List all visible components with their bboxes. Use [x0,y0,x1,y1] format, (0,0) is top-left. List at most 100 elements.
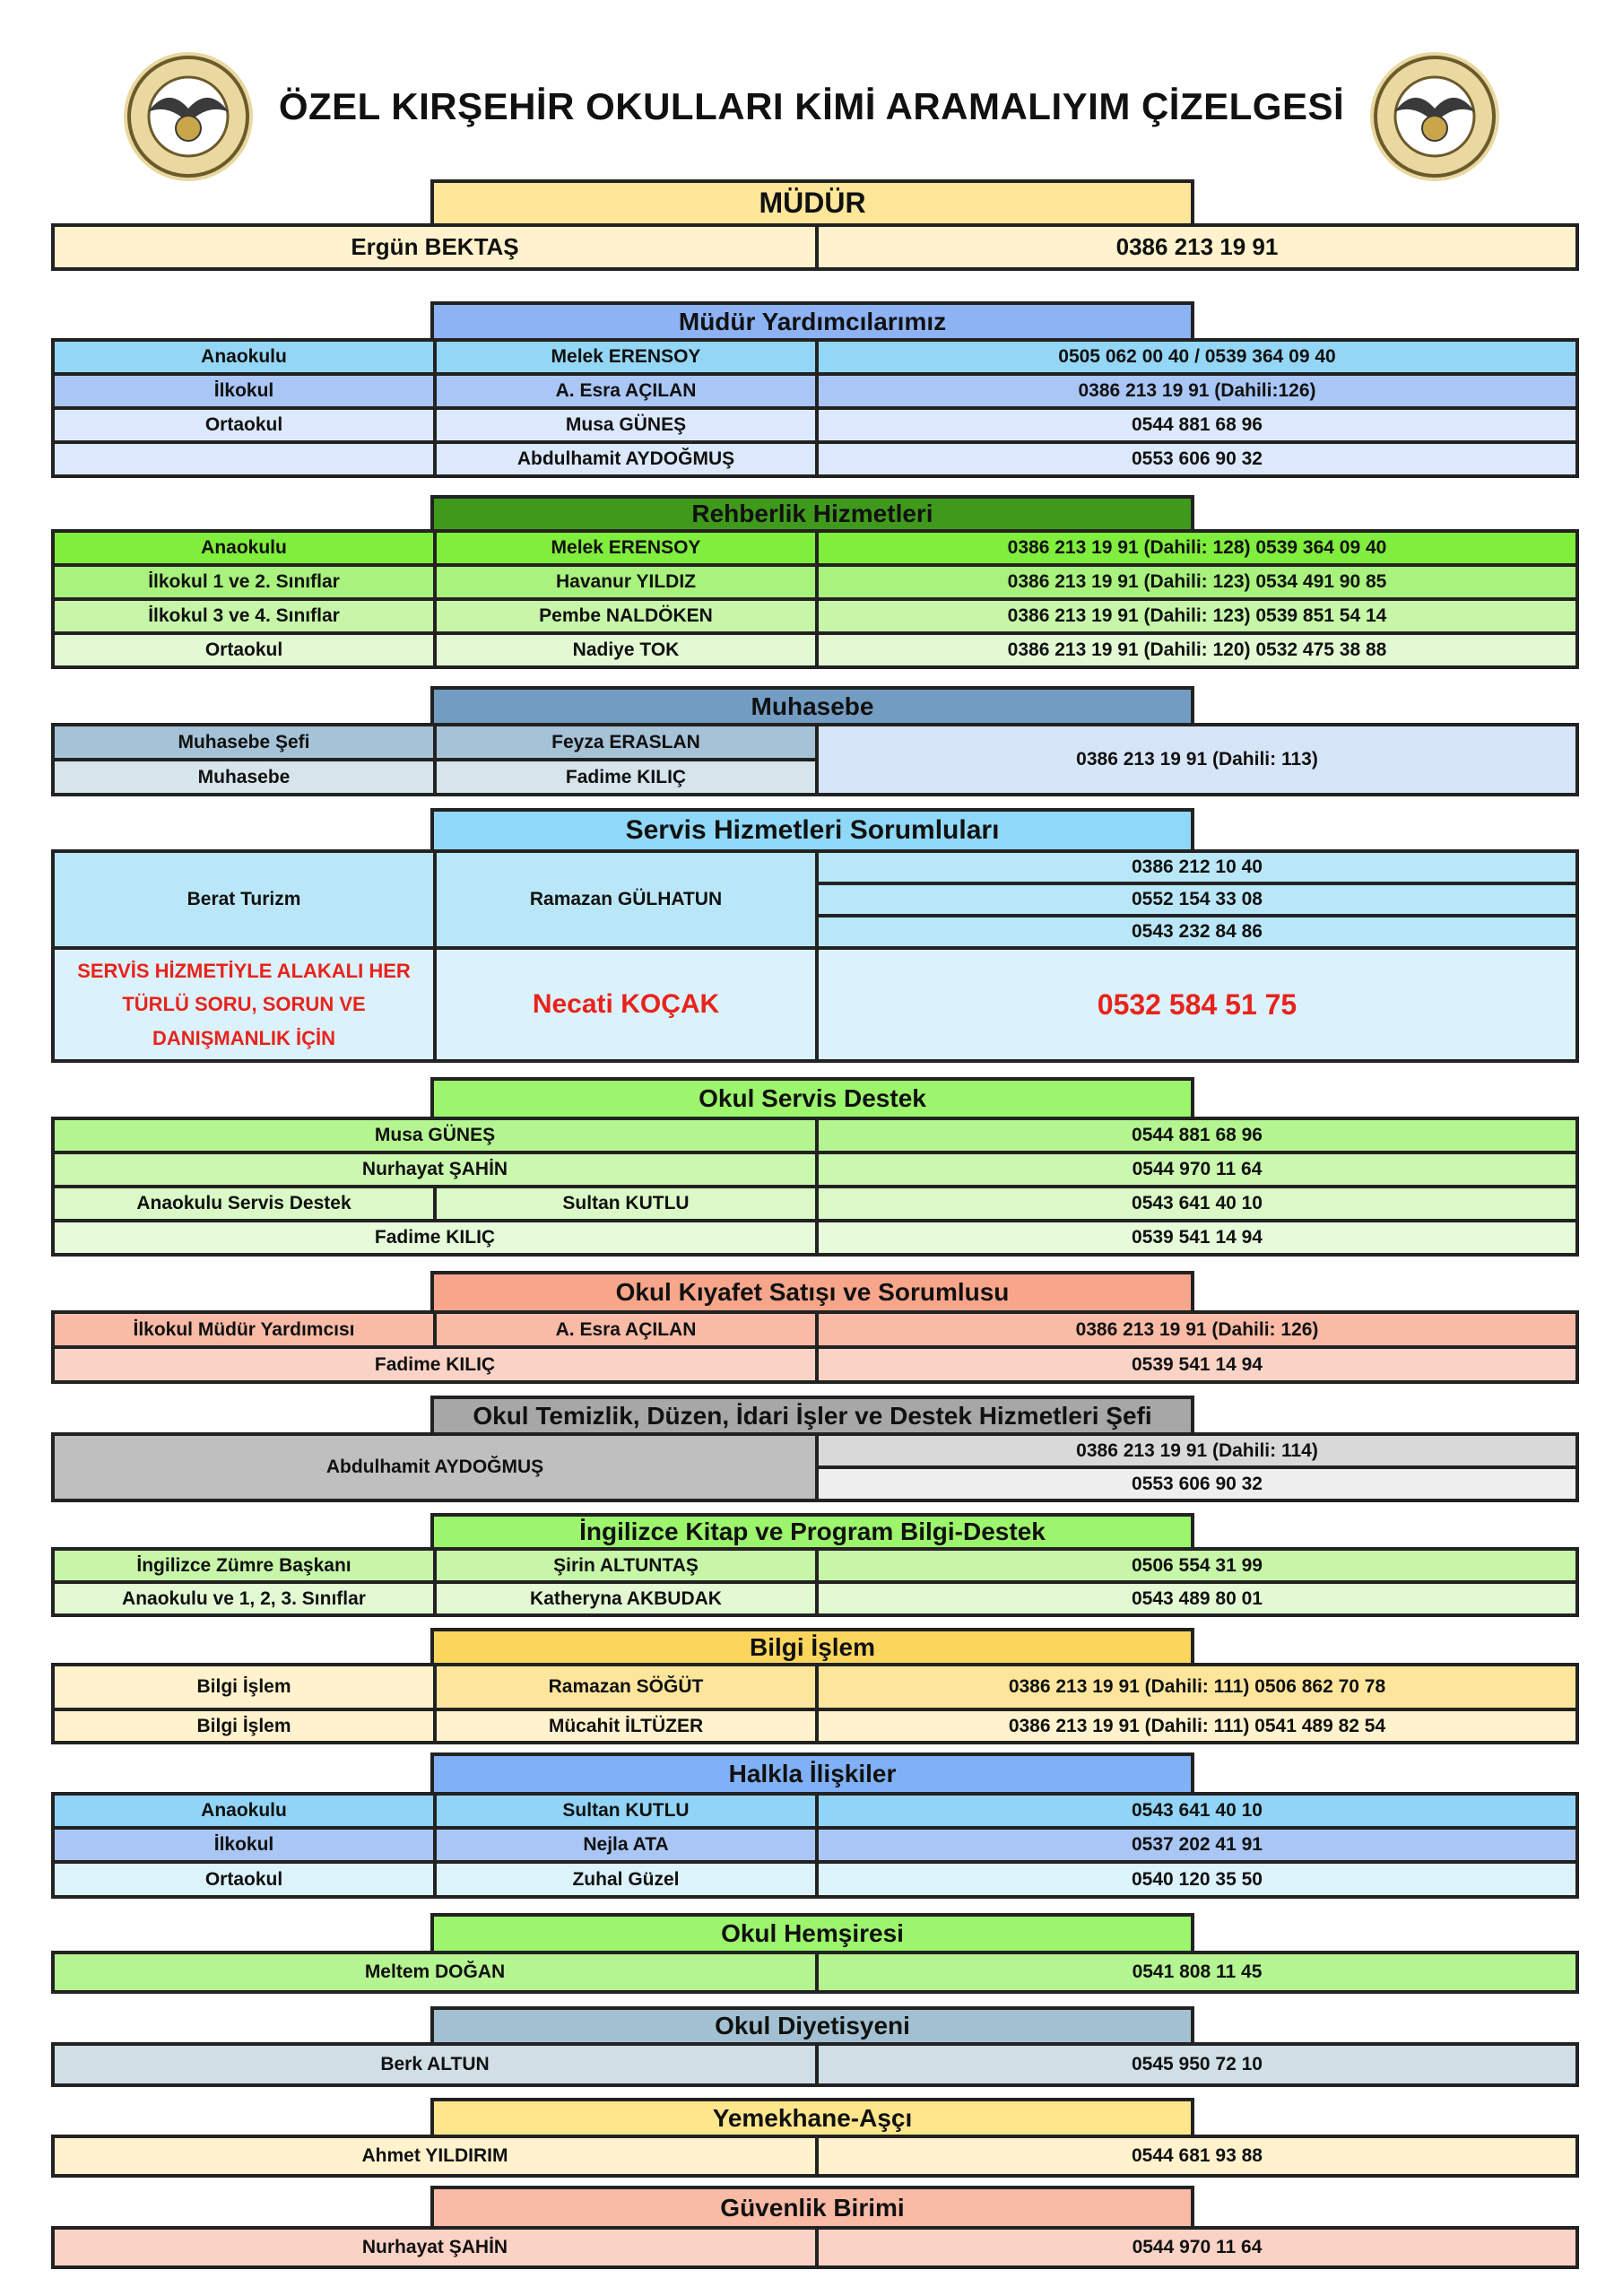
table-cell: 0544 881 68 96 [815,1117,1579,1154]
contact-table: Berat Turizm Ramazan GÜLHATUN 0386 212 10 … [51,849,1579,1063]
table-cell: Abdulhamit AYDOĞMUŞ [50,1432,820,1502]
table-row: İlkokul Müdür Yardımcısı A. Esra AÇILAN 03… [51,1310,1579,1349]
contact-table: Abdulhamit AYDOĞMUŞ 0386 213 19 91 (Dahil… [50,1432,1579,1502]
table-row: Anaokulu Melek ERENSOY 0505 062 00 40 / 05… [51,338,1579,376]
table-cell: 0506 554 31 99 [815,1547,1579,1584]
table-row: Musa GÜNEŞ 0544 881 68 96 [50,1117,1579,1154]
section-header: Güvenlik Birimi [430,2186,1194,2226]
logo-shape: Bilgi İşlem Ramazan SÖĞÜT 0386 213 19 91 (… [51,1663,1579,1744]
table-cell: A. Esra AÇILAN [433,1310,819,1349]
table-cell: 0539 541 14 94 [815,1345,1579,1384]
table-cell: 0532 584 51 75 [815,946,1579,1063]
table-cell: 0386 213 19 91 (Dahili: 111) 0541 489 82… [815,1708,1579,1744]
section: Yemekhane-Aşçı Ahmet YILDIRIM 0544 681 93… [51,2098,1579,2178]
logo-shape: Musa GÜNEŞ 0544 881 68 96 Nurhayat ŞAHİN 0… [50,1117,1579,1257]
table-cell: 0544 970 11 64 [815,1151,1579,1188]
section-header: Rehberlik Hizmetleri [430,495,1194,529]
table-row: Bilgi İşlem Ramazan SÖĞÜT 0386 213 19 91 (… [51,1663,1579,1711]
logo-shape: İngilizce Zümre Başkanı Şirin ALTUNTAŞ 050… [51,1547,1579,1617]
contact-table: İlkokul Müdür Yardımcısı A. Esra AÇILAN 03… [51,1310,1579,1384]
table-row: Ergün BEKTAŞ 0386 213 19 91 [51,223,1579,271]
logo-shape: Berat Turizm Ramazan GÜLHATUN 0386 212 10 … [51,849,1579,1063]
logo-left [124,52,253,181]
table-cell: Fadime KILIÇ [50,1219,820,1257]
table-cell: Abdulhamit AYDOĞMUŞ [433,440,819,478]
table-row: Ortaokul Nadiye TOK 0386 213 19 91 (Dahili… [51,631,1579,669]
contact-table: Meltem DOĞAN 0541 808 11 45 [51,1951,1579,1994]
section-header: Muhasebe [430,686,1194,723]
table-cell: Anaokulu Servis Destek [51,1185,437,1222]
section-header: Servis Hizmetleri Sorumluları [430,808,1194,849]
contact-table: Muhasebe Şefi Feyza ERASLAN 0386 213 19 91… [51,723,1579,796]
section: Okul Servis Destek Musa GÜNEŞ 0544 881 68… [50,1077,1579,1257]
table-cell: İlkokul [51,372,437,410]
section: Okul Temizlik, Düzen, İdari İşler ve Des… [50,1396,1579,1502]
table-cell: Anaokulu [51,529,437,567]
table-row: Ortaokul Zuhal Güzel 0540 120 35 50 [51,1860,1579,1899]
table-cell: Melek ERENSOY [433,529,819,567]
table-cell: 0543 232 84 86 [815,914,1579,950]
section-header: Okul Diyetisyeni [430,2006,1194,2042]
table-cell: 0386 213 19 91 (Dahili: 128) 0539 364 09… [815,529,1579,567]
table-cell: 0505 062 00 40 / 0539 364 09 40 [815,338,1579,376]
table-cell: İngilizce Zümre Başkanı [51,1547,437,1584]
table-row: Ahmet YILDIRIM 0544 681 93 88 [51,2135,1579,2178]
table-cell: Bilgi İşlem [51,1663,437,1711]
table-cell: 0386 213 19 91 (Dahili: 114) [815,1432,1579,1469]
table-cell: Bilgi İşlem [51,1708,437,1744]
table-cell: 0553 606 90 32 [815,440,1579,478]
table-cell: A. Esra AÇILAN [433,372,819,410]
table-row: Muhasebe Şefi Feyza ERASLAN 0386 213 19 91… [51,723,1579,796]
table-row: SERVİS HİZMETİYLE ALAKALI HER TÜRLÜ SORU… [51,946,1579,1063]
table-cell: Anaokulu ve 1, 2, 3. Sınıflar [51,1580,437,1617]
table-row: Anaokulu ve 1, 2, 3. Sınıflar Katheryna A… [51,1580,1579,1617]
table-cell: İlkokul 1 ve 2. Sınıflar [51,563,437,601]
table-cell: 0553 606 90 32 [815,1465,1579,1502]
section: Okul Diyetisyeni Berk ALTUN 0545 950 72 1… [51,2006,1579,2087]
table-cell: Fadime KILIÇ [433,758,819,796]
section: Okul Kıyafet Satışı ve Sorumlusu İlkokul… [51,1271,1579,1384]
table-cell: Şirin ALTUNTAŞ [433,1547,819,1584]
table-cell: Musa GÜNEŞ [50,1117,820,1154]
page-title: ÖZEL KIRŞEHİR OKULLARI KİMİ ARAMALIYIM Ç… [278,85,1345,127]
table-row: Berk ALTUN 0545 950 72 10 [51,2042,1579,2087]
table-row: Anaokulu Melek ERENSOY 0386 213 19 91 (Dah… [51,529,1579,567]
section: Güvenlik Birimi Nurhayat ŞAHİN 0544 970 1… [51,2186,1579,2269]
table-cell: 0537 202 41 91 [815,1826,1579,1864]
contact-table: Anaokulu Melek ERENSOY 0386 213 19 91 (Dah… [51,529,1579,669]
table-cell: Feyza ERASLAN [433,723,819,761]
logo-shape: Muhasebe Şefi Feyza ERASLAN 0386 213 19 91… [51,723,1579,796]
table-row: İlkokul 3 ve 4. Sınıflar Pembe NALDÖKEN 03… [51,597,1579,635]
table-cell: Necati KOÇAK [433,946,819,1063]
contact-table: Berk ALTUN 0545 950 72 10 [51,2042,1579,2087]
table-cell: 0544 881 68 96 [815,406,1579,444]
table-row: İlkokul Nejla ATA 0537 202 41 91 [51,1826,1579,1864]
contact-table: Ergün BEKTAŞ 0386 213 19 91 [51,223,1579,271]
table-cell: 0386 213 19 91 [815,223,1579,271]
table-cell: Sultan KUTLU [433,1792,819,1830]
table-row: 0553 606 90 32 [53,1465,1579,1502]
logo-shape: Ahmet YILDIRIM 0544 681 93 88 [51,2135,1579,2178]
table-cell: Berat Turizm [51,849,437,950]
table-cell: 0386 213 19 91 (Dahili: 120) 0532 475 38… [815,631,1579,669]
section: Rehberlik Hizmetleri Anaokulu Melek ERENS… [51,495,1579,669]
table-cell: Meltem DOĞAN [51,1951,819,1994]
section-header: Bilgi İşlem [430,1628,1194,1663]
table-cell: 0386 213 19 91 (Dahili: 123) 0534 491 90… [815,563,1579,601]
logo-shape [1374,56,1496,178]
logo-shape: Berk ALTUN 0545 950 72 10 [51,2042,1579,2087]
table-cell: 0544 681 93 88 [815,2135,1579,2178]
section-header: Okul Servis Destek [430,1077,1194,1117]
table-row: Abdulhamit AYDOĞMUŞ 0386 213 19 91 (Dahil… [50,1432,1579,1502]
table-cell: Nadiye TOK [433,631,819,669]
table-cell: Katheryna AKBUDAK [433,1580,819,1617]
contact-table: Bilgi İşlem Ramazan SÖĞÜT 0386 213 19 91 (… [51,1663,1579,1744]
table-cell: 0386 213 19 91 (Dahili:126) [815,372,1579,410]
table-cell: Ortaokul [51,1860,437,1899]
table-cell: Muhasebe Şefi [51,723,437,761]
section-header: Okul Temizlik, Düzen, İdari İşler ve Des… [430,1396,1194,1432]
table-cell: Melek ERENSOY [433,338,819,376]
section-header: Yemekhane-Aşçı [430,2098,1194,2135]
logo-shape [175,115,202,142]
table-cell: Mücahit İLTÜZER [433,1708,819,1744]
